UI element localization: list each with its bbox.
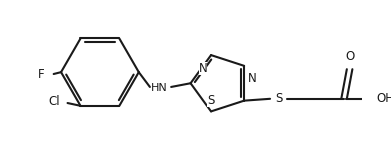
Text: N: N [199, 62, 207, 75]
Text: HN: HN [151, 83, 167, 93]
Text: S: S [276, 92, 283, 105]
Text: N: N [248, 72, 256, 85]
Text: O: O [345, 50, 354, 63]
Text: Cl: Cl [48, 95, 60, 108]
Text: F: F [38, 68, 45, 81]
Text: OH: OH [377, 92, 391, 105]
Text: S: S [207, 94, 215, 107]
